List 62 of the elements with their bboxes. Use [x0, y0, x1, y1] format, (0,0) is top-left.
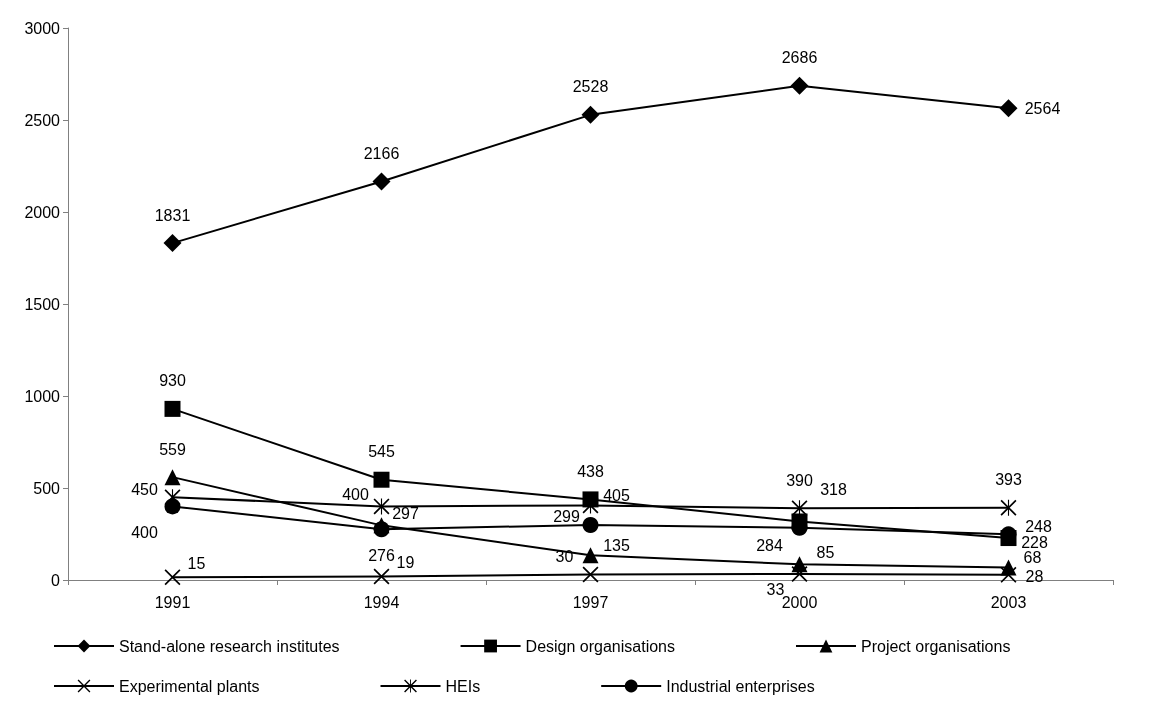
data-label: 450	[131, 480, 158, 498]
point	[372, 172, 391, 191]
data-label: 2166	[363, 144, 400, 162]
point	[581, 105, 600, 124]
data-label: 2686	[781, 49, 818, 67]
data-label: 559	[159, 440, 186, 458]
data-label: 393	[995, 471, 1022, 489]
data-label: 1831	[154, 206, 191, 224]
point	[373, 498, 390, 515]
x-tick-label: 1994	[363, 593, 400, 611]
data-label: 276	[368, 546, 395, 564]
y-tick-label: 1000	[24, 387, 61, 405]
point	[164, 469, 181, 486]
data-label: 400	[131, 523, 158, 541]
point	[164, 400, 181, 417]
point	[373, 521, 390, 538]
data-label: 19	[396, 554, 415, 571]
point	[373, 568, 390, 585]
point	[163, 234, 182, 253]
legend-label: Industrial enterprises	[666, 677, 815, 695]
legend-label: Experimental plants	[119, 677, 260, 695]
data-label: 15	[187, 554, 206, 572]
legend-label: Project organisations	[860, 637, 1011, 655]
legend-label: HEIs	[445, 677, 481, 695]
x-tick-label: 1997	[572, 593, 609, 611]
y-tick-label: 1500	[24, 295, 61, 313]
data-label: 400	[342, 485, 369, 503]
point	[373, 471, 390, 488]
legend-label: Design organisations	[525, 637, 675, 655]
data-label: 390	[786, 471, 813, 489]
y-tick-label: 2000	[24, 203, 61, 221]
data-label: 2528	[572, 78, 609, 96]
data-label: 930	[159, 372, 186, 390]
point	[164, 498, 181, 515]
point	[582, 547, 599, 564]
point	[999, 99, 1018, 118]
y-tick-label: 500	[33, 479, 61, 497]
point	[582, 566, 599, 583]
x-tick-label: 2003	[990, 593, 1027, 611]
point	[582, 497, 599, 514]
data-label: 68	[1023, 548, 1042, 566]
data-label: 405	[603, 486, 630, 504]
y-tick-label: 0	[51, 571, 61, 589]
point	[1000, 499, 1017, 516]
point	[790, 76, 809, 95]
data-label: 318	[820, 480, 847, 498]
data-label: 85	[816, 543, 835, 561]
data-label: 135	[603, 536, 630, 554]
point	[582, 516, 599, 533]
y-tick-label: 3000	[24, 19, 61, 37]
data-label: 228	[1021, 533, 1048, 551]
data-label: 297	[392, 504, 419, 522]
x-tick-label: 1991	[154, 593, 191, 611]
data-label: 299	[553, 508, 580, 526]
data-label: 438	[577, 462, 604, 480]
data-label: 2564	[1024, 99, 1061, 117]
legend-label: Stand-alone research institutes	[119, 637, 340, 655]
data-label: 284	[756, 537, 783, 555]
data-label: 248	[1025, 517, 1052, 535]
data-label: 28	[1025, 568, 1044, 586]
y-tick-label: 2500	[24, 111, 61, 129]
data-label: 545	[368, 443, 395, 461]
